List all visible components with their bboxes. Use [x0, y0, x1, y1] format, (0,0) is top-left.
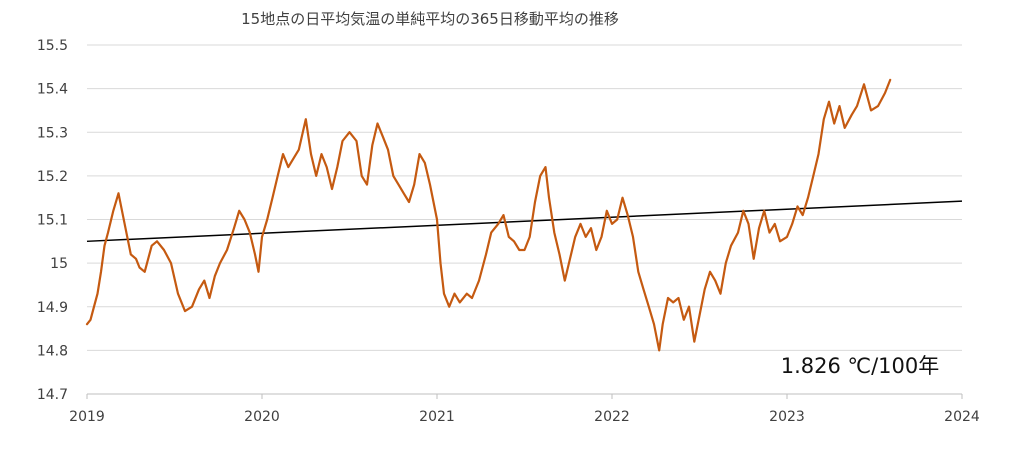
- trend-line-group: [86, 200, 963, 243]
- y-tick-label: 15.5: [37, 38, 68, 54]
- y-tick-label: 15: [50, 256, 68, 272]
- y-axis-tick-labels: 14.7 14.8 14.9 15 15.1 15.2 15.3 15.4 15.5: [37, 38, 68, 403]
- x-axis-tick-labels: 2019 2020 2021 2022 2023 2024: [69, 409, 980, 425]
- series-group: [85, 78, 892, 352]
- y-tick-label: 15.1: [37, 213, 68, 229]
- x-tick-label: 2021: [419, 409, 455, 425]
- y-tick-label: 14.9: [37, 300, 68, 316]
- y-tick-label: 14.7: [37, 387, 68, 403]
- x-tick-label: 2022: [594, 409, 630, 425]
- y-tick-label: 15.2: [37, 169, 68, 185]
- y-tick-label: 14.8: [37, 343, 68, 359]
- x-tick-label: 2023: [769, 409, 805, 425]
- y-tick-label: 15.3: [37, 125, 68, 141]
- gridlines: [86, 44, 963, 399]
- chart-title: 15地点の日平均気温の単純平均の365日移動平均の推移: [241, 10, 619, 28]
- y-tick-label: 15.4: [37, 82, 68, 98]
- x-tick-label: 2019: [69, 409, 105, 425]
- x-tick-label: 2024: [944, 409, 980, 425]
- trend-line: [86, 200, 963, 243]
- trend-annotation: 1.826 ℃/100年: [781, 354, 940, 378]
- series-line: [85, 78, 892, 352]
- x-tick-label: 2020: [244, 409, 280, 425]
